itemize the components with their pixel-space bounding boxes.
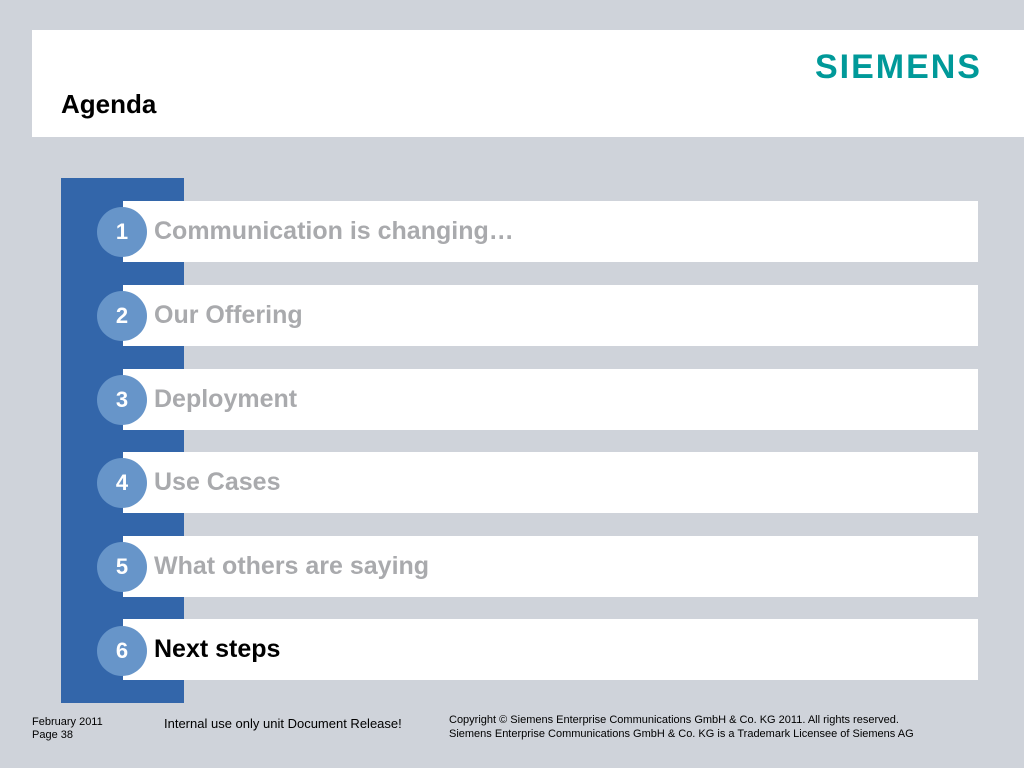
agenda-item-5[interactable]: What others are saying — [123, 536, 978, 597]
agenda-number-badge: 6 — [97, 626, 147, 676]
agenda-item-3[interactable]: Deployment — [123, 369, 978, 430]
agenda-number-badge: 4 — [97, 458, 147, 508]
footer-copyright: Copyright © Siemens Enterprise Communica… — [449, 714, 899, 726]
slide-header: Agenda SIEMENS — [32, 30, 1024, 137]
footer-trademark: Siemens Enterprise Communications GmbH &… — [449, 728, 914, 740]
agenda-item-label: Deployment — [154, 385, 298, 413]
agenda-item-label: Next steps — [154, 635, 281, 663]
footer-release-note: Internal use only unit Document Release! — [164, 716, 402, 731]
agenda-item-4[interactable]: Use Cases — [123, 452, 978, 513]
footer-page-number: Page 38 — [32, 729, 73, 741]
agenda-number-badge: 5 — [97, 542, 147, 592]
agenda-number-badge: 1 — [97, 207, 147, 257]
page-title: Agenda — [61, 89, 157, 119]
siemens-logo: SIEMENS — [814, 48, 982, 86]
agenda-number-badge: 2 — [97, 291, 147, 341]
agenda-number-badge: 3 — [97, 375, 147, 425]
agenda-item-label: What others are saying — [154, 552, 430, 580]
agenda-item-label: Communication is changing… — [154, 217, 514, 245]
agenda-item-label: Use Cases — [154, 468, 281, 496]
agenda-item-label: Our Offering — [154, 301, 303, 329]
footer-date: February 2011 — [32, 716, 103, 728]
agenda-item-1[interactable]: Communication is changing… — [123, 201, 978, 262]
agenda-item-2[interactable]: Our Offering — [123, 285, 978, 346]
agenda-accent-bar — [61, 178, 184, 703]
agenda-item-6[interactable]: Next steps — [123, 619, 978, 680]
